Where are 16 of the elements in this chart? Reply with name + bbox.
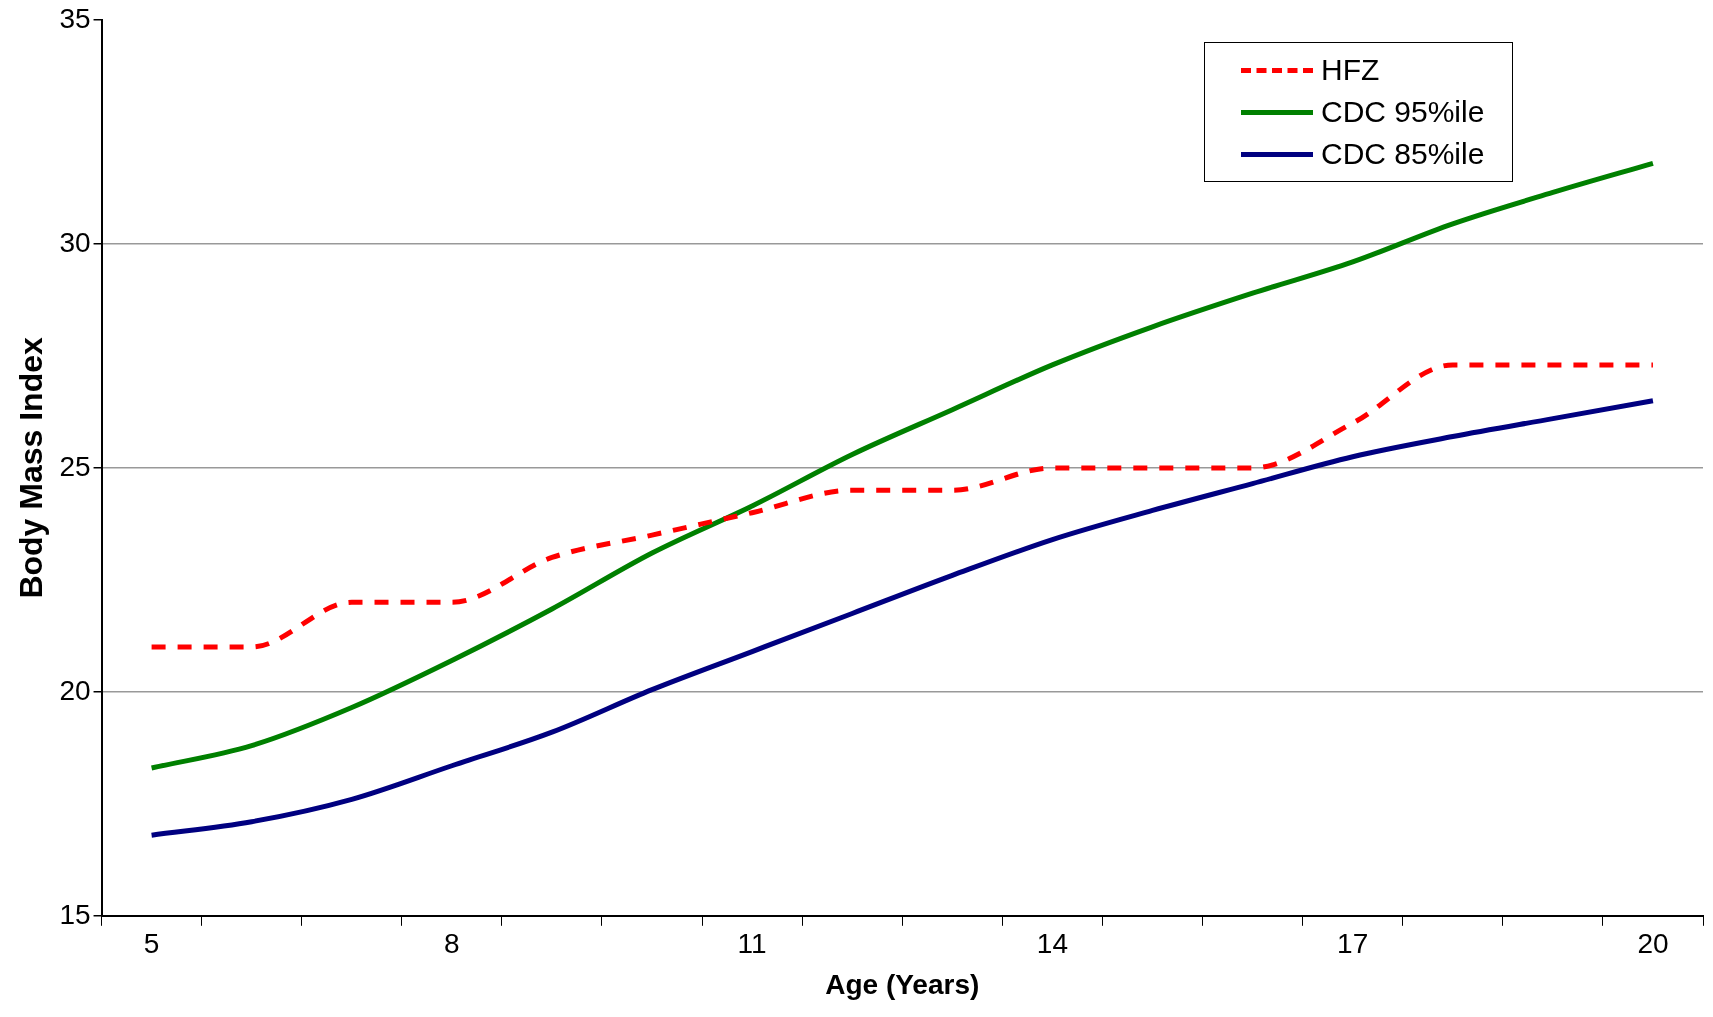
y-axis-title: Body Mass Index	[13, 336, 50, 599]
x-tick-label: 20	[1637, 928, 1669, 960]
x-tick-label: 11	[737, 928, 767, 960]
y-tick-label: 30	[59, 226, 91, 258]
y-tick-label: 35	[59, 2, 91, 34]
x-tick-label: 5	[143, 928, 160, 960]
x-tick-label: 14	[1036, 928, 1068, 960]
legend-label: HFZ	[1321, 53, 1380, 87]
x-axis-title: Age (Years)	[825, 968, 980, 1000]
y-tick-label: 20	[59, 674, 91, 706]
legend-label: CDC 95%ile	[1321, 95, 1485, 129]
y-tick-label: 15	[59, 898, 91, 930]
legend-label: CDC 85%ile	[1321, 137, 1485, 171]
x-tick-label: 17	[1337, 928, 1369, 960]
x-tick-label: 8	[444, 928, 460, 960]
y-tick-label: 25	[59, 450, 91, 482]
